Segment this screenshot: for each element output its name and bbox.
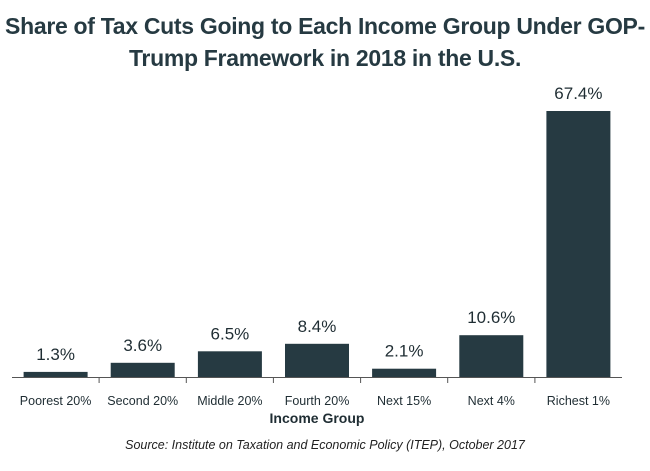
chart-title-line-2: Trump Framework in 2018 in the U.S. — [128, 45, 522, 71]
x-axis-title: Income Group — [270, 410, 365, 426]
bar-5 — [459, 335, 524, 377]
bar-2 — [197, 351, 262, 377]
bar-1 — [110, 362, 175, 377]
x-tick-label-6: Richest 1% — [547, 394, 610, 408]
value-label-3: 8.4% — [298, 317, 337, 336]
x-tick-label-2: Middle 20% — [197, 394, 262, 408]
value-labels-layer: 1.3% 3.6% 6.5% 8.4% 2.1% 10.6% 67.4% — [36, 84, 602, 364]
bars-layer — [23, 111, 611, 377]
source-note: Source: Institute on Taxation and Econom… — [125, 438, 525, 452]
chart-title-line-1: Share of Tax Cuts Going to Each Income G… — [5, 13, 645, 39]
tick-labels-layer: Poorest 20% Second 20% Middle 20% Fourth 20… — [20, 394, 610, 408]
x-tick-label-5: Next 4% — [468, 394, 515, 408]
bar-0 — [23, 371, 88, 377]
value-label-5: 10.6% — [467, 308, 515, 327]
x-tick-label-1: Second 20% — [107, 394, 178, 408]
bar-3 — [285, 343, 349, 377]
x-tick-label-0: Poorest 20% — [20, 394, 92, 408]
value-label-6: 67.4% — [554, 84, 602, 103]
bar-4 — [372, 368, 437, 377]
value-label-4: 2.1% — [385, 342, 424, 361]
x-tick-label-3: Fourth 20% — [285, 394, 350, 408]
ticks-layer — [98, 377, 536, 383]
value-label-2: 6.5% — [211, 324, 250, 343]
x-tick-label-4: Next 15% — [377, 394, 431, 408]
bar-6 — [546, 111, 611, 377]
value-label-1: 3.6% — [123, 336, 162, 355]
value-label-0: 1.3% — [36, 345, 75, 364]
chart-title: Share of Tax Cuts Going to Each Income G… — [0, 10, 650, 74]
